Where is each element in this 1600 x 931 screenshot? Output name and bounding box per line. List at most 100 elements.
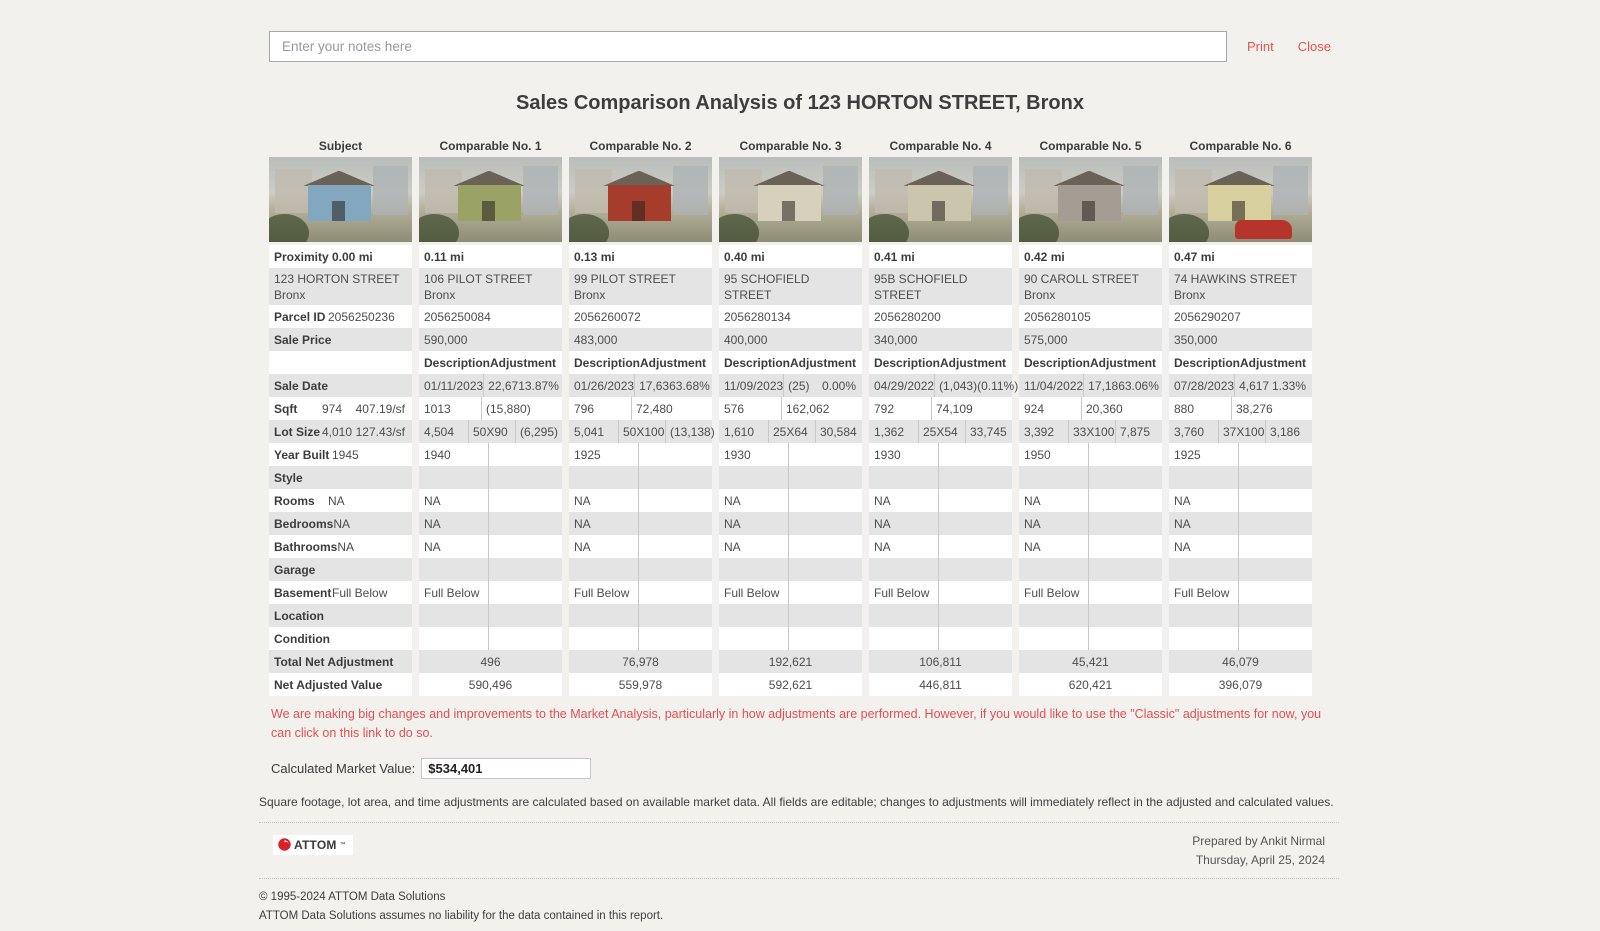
comparable-lot-size[interactable]: 3,760 37X100 3,186 bbox=[1169, 420, 1312, 443]
comparable-lot-size[interactable]: 1,362 25X54 33,745 bbox=[869, 420, 1012, 443]
comparable-basement[interactable]: Full Below bbox=[1169, 581, 1312, 604]
comparable-bathrooms[interactable]: NA bbox=[569, 535, 712, 558]
comparable-garage[interactable] bbox=[419, 558, 562, 581]
comparable-column: Comparable No. 5 0.42 mi 90 CAROLL STREE… bbox=[1019, 139, 1162, 696]
comparable-sale-price[interactable]: 400,000 bbox=[719, 328, 862, 351]
comparable-basement[interactable]: Full Below bbox=[569, 581, 712, 604]
comparable-sqft[interactable]: 1013 (15,880) bbox=[419, 397, 562, 420]
comparable-lot-size[interactable]: 1,610 25X64 30,584 bbox=[719, 420, 862, 443]
comparable-sale-price[interactable]: 340,000 bbox=[869, 328, 1012, 351]
comparable-sale-date[interactable]: 11/09/2023 (25) 0.00% bbox=[719, 374, 862, 397]
classic-adjustments-notice[interactable]: We are making big changes and improvemen… bbox=[271, 707, 1322, 741]
comparable-style[interactable] bbox=[1019, 466, 1162, 489]
comparable-rooms[interactable]: NA bbox=[419, 489, 562, 512]
subject-column-header: Subject bbox=[318, 139, 363, 153]
comparable-sqft[interactable]: 924 20,360 bbox=[1019, 397, 1162, 420]
comparable-bathrooms[interactable]: NA bbox=[869, 535, 1012, 558]
comparable-rooms[interactable]: NA bbox=[869, 489, 1012, 512]
comparable-sale-date[interactable]: 01/26/2023 17,636 3.68% bbox=[569, 374, 712, 397]
comparable-bathrooms[interactable]: NA bbox=[419, 535, 562, 558]
comparable-condition[interactable] bbox=[1169, 627, 1312, 650]
comparable-sale-date[interactable]: 11/04/2022 17,186 3.06% bbox=[1019, 374, 1162, 397]
comparable-bedrooms[interactable]: NA bbox=[1019, 512, 1162, 535]
comparable-garage[interactable] bbox=[719, 558, 862, 581]
comparable-garage[interactable] bbox=[869, 558, 1012, 581]
subject-sqft-row: Sqft 974 407.19/sf bbox=[269, 397, 412, 420]
comparable-basement[interactable]: Full Below bbox=[1019, 581, 1162, 604]
disclaimer: ATTOM Data Solutions assumes no liabilit… bbox=[259, 909, 664, 922]
comparable-sqft[interactable]: 576 162,062 bbox=[719, 397, 862, 420]
comparable-style[interactable] bbox=[869, 466, 1012, 489]
comparable-condition[interactable] bbox=[869, 627, 1012, 650]
comparable-column-header: Comparable No. 3 bbox=[739, 139, 842, 153]
comparable-condition[interactable] bbox=[419, 627, 562, 650]
comparable-style[interactable] bbox=[569, 466, 712, 489]
close-button[interactable]: Close bbox=[1297, 39, 1331, 54]
comparable-style[interactable] bbox=[719, 466, 862, 489]
comparable-basement[interactable]: Full Below bbox=[869, 581, 1012, 604]
comparable-sqft[interactable]: 792 74,109 bbox=[869, 397, 1012, 420]
comparable-year-built[interactable]: 1930 bbox=[719, 443, 862, 466]
comparable-column: Comparable No. 2 0.13 mi 99 PILOT STREET… bbox=[569, 139, 715, 696]
comparable-location[interactable] bbox=[869, 604, 1012, 627]
comparable-basement[interactable]: Full Below bbox=[719, 581, 862, 604]
comparable-year-built[interactable]: 1925 bbox=[1169, 443, 1312, 466]
comparable-basement[interactable]: Full Below bbox=[419, 581, 562, 604]
comparable-address: 90 CAROLL STREET Bronx bbox=[1019, 268, 1162, 305]
comparable-style[interactable] bbox=[419, 466, 562, 489]
subject-sale-date-row: Sale Date bbox=[269, 374, 412, 397]
comparable-net-adjusted-value: 620,421 bbox=[1019, 673, 1162, 696]
comparable-column-header: Comparable No. 1 bbox=[439, 139, 542, 153]
top-bar: Print Close bbox=[269, 31, 1331, 62]
comparable-condition[interactable] bbox=[1019, 627, 1162, 650]
comparable-bedrooms[interactable]: NA bbox=[419, 512, 562, 535]
comparable-location[interactable] bbox=[569, 604, 712, 627]
comparable-column-header: Comparable No. 2 bbox=[589, 139, 692, 153]
top-links: Print Close bbox=[1247, 39, 1331, 54]
comparable-bedrooms[interactable]: NA bbox=[1169, 512, 1312, 535]
print-button[interactable]: Print bbox=[1247, 39, 1274, 54]
comparable-sale-price[interactable]: 590,000 bbox=[419, 328, 562, 351]
comparable-sale-date[interactable]: 07/28/2023 4,617 1.33% bbox=[1169, 374, 1312, 397]
comparable-sale-date[interactable]: 01/11/2023 22,671 3.87% bbox=[419, 374, 562, 397]
comparable-rooms[interactable]: NA bbox=[1019, 489, 1162, 512]
comparable-sale-price[interactable]: 483,000 bbox=[569, 328, 712, 351]
comparable-lot-size[interactable]: 4,504 50X90 (6,295) bbox=[419, 420, 562, 443]
comparable-lot-size[interactable]: 3,392 33X100 7,875 bbox=[1019, 420, 1162, 443]
comparable-sale-price[interactable]: 575,000 bbox=[1019, 328, 1162, 351]
comparable-sqft[interactable]: 796 72,480 bbox=[569, 397, 712, 420]
comparable-bedrooms[interactable]: NA bbox=[869, 512, 1012, 535]
comparable-bathrooms[interactable]: NA bbox=[719, 535, 862, 558]
comparable-bedrooms[interactable]: NA bbox=[719, 512, 862, 535]
comparable-condition[interactable] bbox=[719, 627, 862, 650]
comparable-rooms[interactable]: NA bbox=[719, 489, 862, 512]
comparable-location[interactable] bbox=[719, 604, 862, 627]
comparable-rooms[interactable]: NA bbox=[569, 489, 712, 512]
comparable-rooms[interactable]: NA bbox=[1169, 489, 1312, 512]
comparable-location[interactable] bbox=[1169, 604, 1312, 627]
comparable-year-built[interactable]: 1940 bbox=[419, 443, 562, 466]
comparable-garage[interactable] bbox=[1019, 558, 1162, 581]
comparable-parcel-id: 2056280200 bbox=[869, 305, 1012, 328]
comparable-year-built[interactable]: 1950 bbox=[1019, 443, 1162, 466]
comparable-location[interactable] bbox=[1019, 604, 1162, 627]
comparable-sale-price[interactable]: 350,000 bbox=[1169, 328, 1312, 351]
comparable-bathrooms[interactable]: NA bbox=[1019, 535, 1162, 558]
comparable-garage[interactable] bbox=[569, 558, 712, 581]
comparable-location[interactable] bbox=[419, 604, 562, 627]
comparable-bedrooms[interactable]: NA bbox=[569, 512, 712, 535]
comparable-garage[interactable] bbox=[1169, 558, 1312, 581]
comparable-property-photo bbox=[1019, 157, 1162, 242]
comparable-desc-adj-header: Description Adjustment bbox=[569, 351, 712, 374]
calculated-market-value-field[interactable]: $534,401 bbox=[421, 757, 592, 779]
comparable-year-built[interactable]: 1930 bbox=[869, 443, 1012, 466]
comparable-lot-size[interactable]: 5,041 50X100 (13,138) bbox=[569, 420, 715, 443]
comparable-sqft[interactable]: 880 38,276 bbox=[1169, 397, 1312, 420]
comparable-year-built[interactable]: 1925 bbox=[569, 443, 712, 466]
notes-input[interactable] bbox=[269, 31, 1227, 62]
comparable-parcel-id: 2056250084 bbox=[419, 305, 562, 328]
comparable-bathrooms[interactable]: NA bbox=[1169, 535, 1312, 558]
comparable-condition[interactable] bbox=[569, 627, 712, 650]
comparable-style[interactable] bbox=[1169, 466, 1312, 489]
comparable-sale-date[interactable]: 04/29/2022 (1,043) (0.11%) bbox=[869, 374, 1018, 397]
